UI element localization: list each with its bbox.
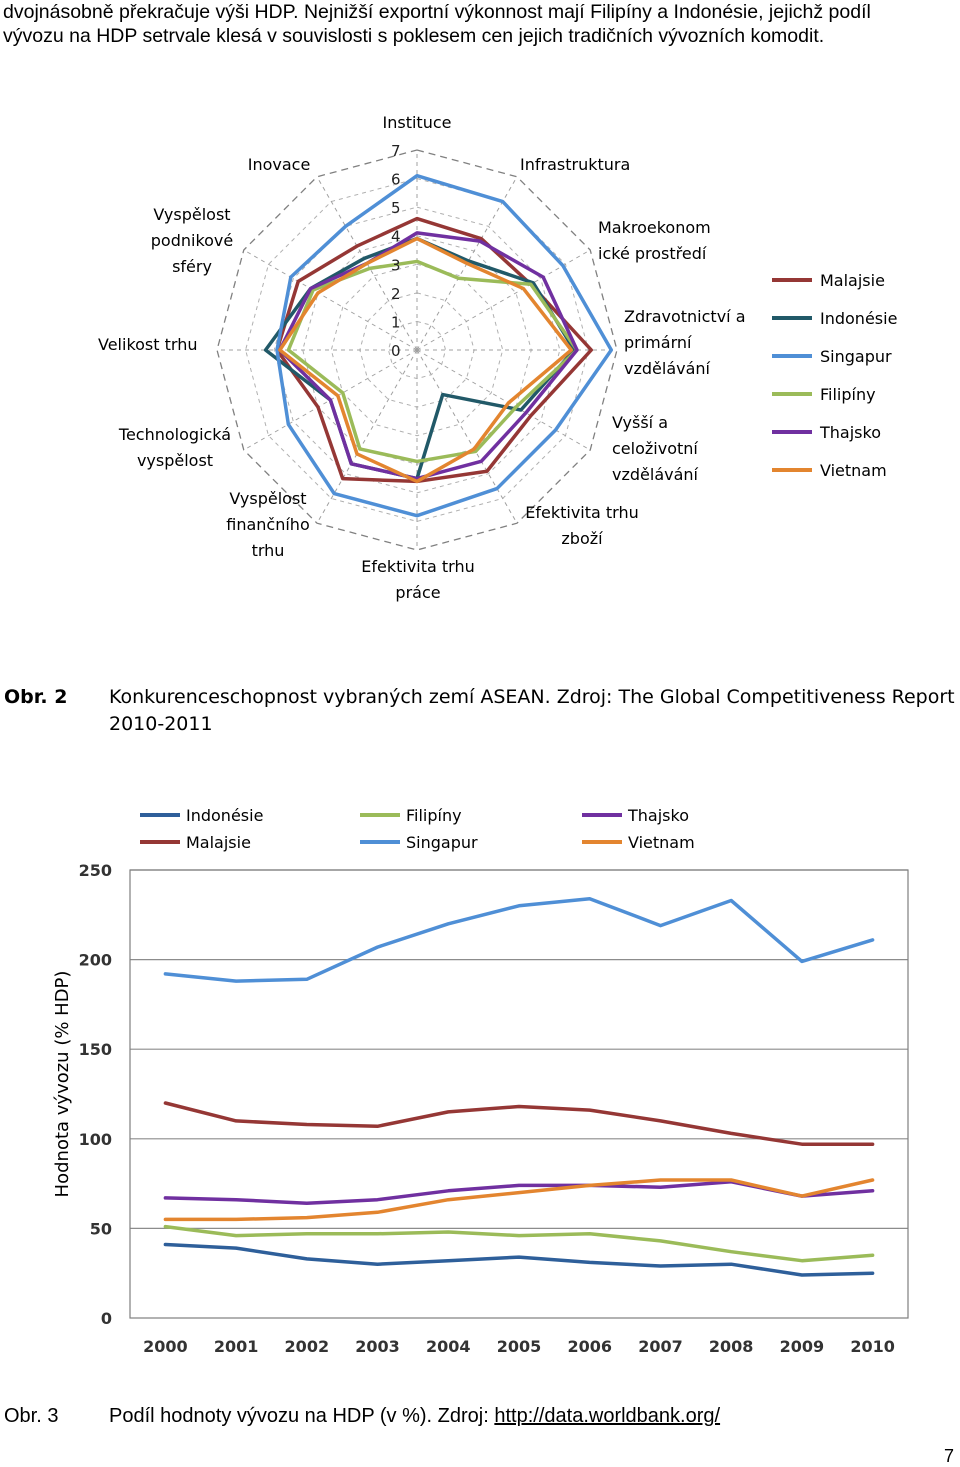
line-series-Singapur bbox=[163, 896, 875, 983]
legend-label: Vietnam bbox=[820, 461, 887, 480]
intro-paragraph: dvojnásobně překračuje výši HDP. Nejnižš… bbox=[3, 0, 958, 48]
radar-spoke bbox=[416, 349, 518, 524]
radar-scale-tick: 3 bbox=[391, 256, 401, 274]
page-number: 7 bbox=[943, 1446, 954, 1466]
line-series-Vietnam bbox=[163, 1178, 875, 1222]
y-tick-label: 0 bbox=[101, 1309, 112, 1328]
legend-label: Singapur bbox=[406, 833, 478, 852]
radar-scale-tick: 5 bbox=[391, 199, 401, 217]
x-tick-label: 2009 bbox=[780, 1337, 825, 1356]
figure-caption-text: Podíl hodnoty vývozu na HDP (v %). Zdroj… bbox=[109, 1405, 495, 1427]
radar-scale-tick: 6 bbox=[391, 171, 401, 189]
radar-axis-label: Efektivita trhu zboží bbox=[525, 503, 639, 548]
figure-number: Obr. 3 bbox=[4, 1405, 59, 1427]
intro-line-2: vývozu na HDP setrvale klesá v souvislos… bbox=[3, 25, 825, 47]
legend-label: Malajsie bbox=[820, 271, 885, 290]
line-series-Filipíny bbox=[163, 1224, 875, 1263]
radar-spoke bbox=[316, 349, 418, 524]
y-tick-label: 200 bbox=[79, 951, 112, 970]
figure-caption-2: Obr. 2 Konkurenceschopnost vybraných zem… bbox=[4, 684, 960, 744]
radar-axis-label: Velikost trhu bbox=[98, 335, 197, 354]
legend-label: Vietnam bbox=[628, 833, 695, 852]
radar-axis-label: Efektivita trhu práce bbox=[361, 557, 475, 602]
legend-label: Filipíny bbox=[406, 806, 462, 825]
line-chart: 0 50 100 150 200 250 2000 2001 2002 2003 2004 2005 2… bbox=[52, 806, 909, 1356]
legend-label: Thajsko bbox=[819, 423, 881, 442]
radar-series-Singapur bbox=[275, 173, 614, 518]
x-tick-label: 2001 bbox=[214, 1337, 259, 1356]
x-tick-label: 2008 bbox=[709, 1337, 754, 1356]
radar-axis-label: Instituce bbox=[383, 113, 452, 132]
radar-grid-ring bbox=[273, 206, 561, 494]
radar-scale-tick: 7 bbox=[391, 142, 401, 160]
radar-spoke bbox=[416, 349, 591, 451]
radar-axis-label: Vyšší a celoživotní vzdělávání bbox=[612, 413, 699, 484]
x-tick-label: 2004 bbox=[426, 1337, 471, 1356]
radar-axis-label: Technologická vyspělost bbox=[118, 425, 231, 470]
x-tick-label: 2000 bbox=[143, 1337, 188, 1356]
legend-label: Thajsko bbox=[627, 806, 689, 825]
figure-caption-text: Konkurenceschopnost vybraných zemí ASEAN… bbox=[109, 686, 955, 735]
radar-series-Thajsko bbox=[278, 231, 579, 481]
radar-axis-label: Infrastruktura bbox=[520, 155, 630, 174]
radar-axis-label: Makroekonom ické prostředí bbox=[598, 218, 711, 263]
radar-scale-tick: 2 bbox=[391, 285, 401, 303]
radar-grid-ring bbox=[387, 320, 447, 380]
radar-spoke bbox=[416, 249, 591, 351]
y-tick-label: 100 bbox=[79, 1130, 112, 1149]
radar-axis-label: Zdravotnictví a primární vzdělávání bbox=[624, 307, 746, 378]
y-axis-label: Hodnota vývozu (% HDP) bbox=[52, 971, 73, 1198]
radar-chart: 0 1 2 3 4 5 6 7 Instituce Infrastruktura Makroekon… bbox=[98, 113, 897, 602]
x-tick-label: 2003 bbox=[355, 1337, 400, 1356]
legend-label: Indonésie bbox=[186, 806, 263, 825]
legend-label: Filipíny bbox=[820, 385, 876, 404]
source-link[interactable]: http://data.worldbank.org/ bbox=[494, 1405, 721, 1427]
legend-label: Singapur bbox=[820, 347, 892, 366]
x-tick-label: 2005 bbox=[497, 1337, 542, 1356]
radar-scale-tick: 4 bbox=[391, 228, 401, 246]
y-tick-label: 250 bbox=[79, 861, 112, 880]
y-tick-label: 150 bbox=[79, 1040, 112, 1059]
figure-caption-3: Obr. 3 Podíl hodnoty vývozu na HDP (v %)… bbox=[4, 1403, 960, 1433]
figure-number: Obr. 2 bbox=[4, 686, 68, 708]
x-tick-label: 2007 bbox=[638, 1337, 683, 1356]
radar-grid-ring bbox=[216, 149, 618, 551]
radar-axis-label: Inovace bbox=[248, 155, 311, 174]
plot-area bbox=[129, 869, 909, 1319]
radar-grid-ring bbox=[330, 263, 504, 437]
radar-scale-tick: 0 bbox=[391, 342, 401, 360]
intro-line-1: dvojnásobně překračuje výši HDP. Nejnižš… bbox=[3, 1, 871, 23]
radar-series-Filipíny bbox=[286, 259, 579, 464]
x-tick-label: 2002 bbox=[285, 1337, 330, 1356]
radar-spoke bbox=[243, 249, 418, 351]
legend-label: Malajsie bbox=[186, 833, 251, 852]
x-tick-label: 2010 bbox=[850, 1337, 895, 1356]
legend-label: Indonésie bbox=[820, 309, 897, 328]
x-tick-label: 2006 bbox=[567, 1337, 612, 1356]
radar-series-Vietnam bbox=[278, 236, 574, 484]
line-series-Malajsie bbox=[163, 1101, 875, 1146]
line-series-Indonésie bbox=[163, 1242, 875, 1277]
radar-axis-label: Vyspělost finančního trhu bbox=[226, 489, 309, 560]
radar-scale-tick: 1 bbox=[391, 313, 401, 331]
radar-axis-label: Vyspělost podnikové sféry bbox=[151, 205, 233, 276]
y-tick-label: 50 bbox=[90, 1219, 112, 1238]
